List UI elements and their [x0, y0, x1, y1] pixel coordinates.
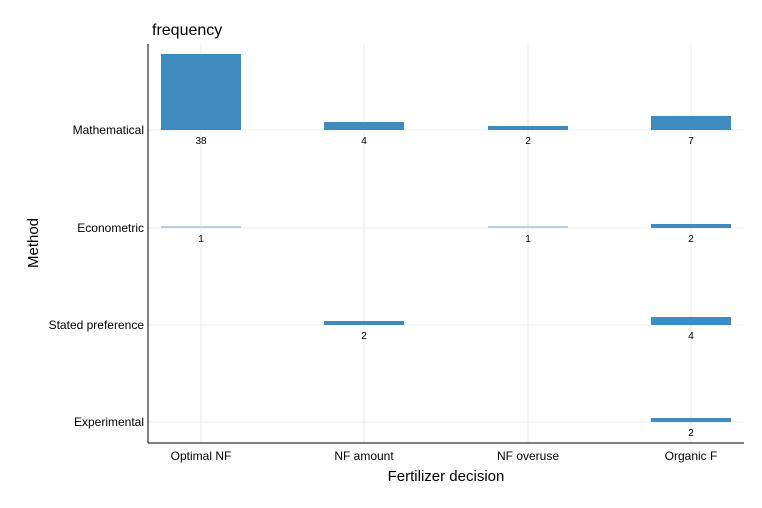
y-axis-title: Method [25, 218, 42, 268]
x-tick-label-optimal-nf: Optimal NF [171, 449, 232, 463]
x-tick-label-nf-overuse: NF overuse [497, 449, 559, 463]
chart-title: frequency [152, 22, 222, 39]
label-layer: Mathematical Econometric Stated preference… [49, 123, 718, 463]
value-label-mathematical-nf-amount: 4 [361, 136, 367, 147]
y-tick-label-mathematical: Mathematical [73, 123, 144, 137]
y-tick-label-experimental: Experimental [74, 415, 144, 429]
value-label-econometric-organic-f: 2 [688, 234, 694, 245]
bar-econometric-optimal-nf [161, 226, 241, 228]
x-axis-title: Fertilizer decision [388, 468, 505, 485]
bar-mathematical-nf-overuse [488, 126, 568, 130]
bar-layer [161, 54, 731, 422]
value-label-mathematical-organic-f: 7 [688, 136, 694, 147]
x-tick-label-organic-f: Organic F [665, 449, 718, 463]
bar-econometric-organic-f [651, 224, 731, 228]
value-label-econometric-optimal-nf: 1 [198, 234, 204, 245]
bar-mathematical-organic-f [651, 116, 731, 130]
value-label-experimental-organic-f: 2 [688, 428, 694, 439]
bar-econometric-nf-overuse [488, 226, 568, 228]
x-tick-label-nf-amount: NF amount [334, 449, 394, 463]
axis-layer [147, 44, 744, 444]
grid-layer [148, 44, 744, 443]
bar-stated-preference-organic-f [651, 317, 731, 325]
value-label-mathematical-optimal-nf: 38 [195, 136, 207, 147]
value-label-stated-preference-organic-f: 4 [688, 331, 694, 342]
value-label-mathematical-nf-overuse: 2 [525, 136, 531, 147]
value-label-econometric-nf-overuse: 1 [525, 234, 531, 245]
bar-experimental-organic-f [651, 418, 731, 422]
y-tick-label-stated-preference: Stated preference [49, 318, 145, 332]
y-tick-label-econometric: Econometric [77, 221, 144, 235]
value-label-stated-preference-nf-amount: 2 [361, 331, 367, 342]
bar-mathematical-nf-amount [324, 122, 404, 130]
bar-mathematical-optimal-nf [161, 54, 241, 130]
bar-stated-preference-nf-amount [324, 321, 404, 325]
